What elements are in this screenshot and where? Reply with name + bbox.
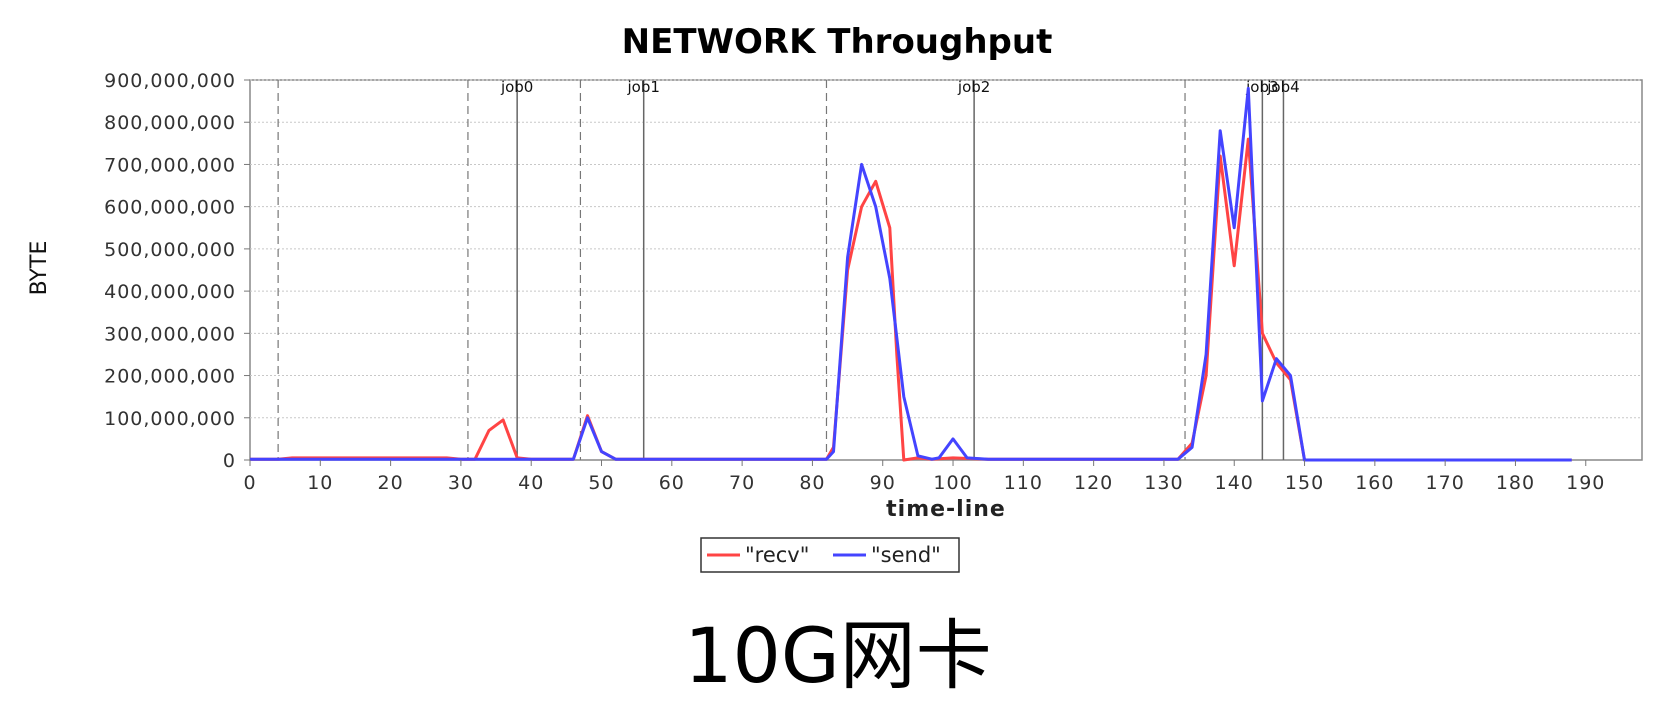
x-tick-label: 50: [588, 472, 614, 494]
job-marker-label: job3: [1245, 78, 1278, 96]
x-tick-label: 60: [659, 472, 685, 494]
x-tick-label: 90: [870, 472, 896, 494]
x-tick-label: 40: [518, 472, 544, 494]
legend-box: [700, 537, 960, 573]
y-tick-label: 0: [223, 450, 236, 472]
job-marker-label: job1: [626, 78, 659, 96]
x-tick-label: 10: [307, 472, 333, 494]
x-tick-label: 140: [1215, 472, 1254, 494]
legend: "recv" "send": [700, 537, 960, 573]
x-tick-label: 20: [378, 472, 404, 494]
y-tick-label: 400,000,000: [104, 281, 236, 303]
y-tick-label: 800,000,000: [104, 112, 236, 134]
y-tick-label: 100,000,000: [104, 408, 236, 430]
x-tick-label: 100: [933, 472, 972, 494]
x-tick-label: 110: [1004, 472, 1043, 494]
y-tick-label: 500,000,000: [104, 239, 236, 261]
chart-title: NETWORK Throughput: [622, 22, 1053, 62]
x-tick-labels: 0 10 20 30 40 50 60 70 80 90 100 110 120 130 140 150 160…: [243, 460, 1605, 494]
x-tick-label: 170: [1426, 472, 1465, 494]
x-tick-label: 0: [243, 472, 256, 494]
x-axis-label: time-line: [886, 497, 1006, 522]
job-marker-label: job0: [500, 78, 533, 96]
grid-lines: [250, 79, 1642, 419]
y-tick-label: 300,000,000: [104, 323, 236, 345]
y-tick-label: 900,000,000: [104, 70, 236, 92]
x-tick-label: 80: [799, 472, 825, 494]
x-tick-label: 130: [1144, 472, 1183, 494]
x-tick-label: 150: [1285, 472, 1324, 494]
x-tick-label: 190: [1566, 472, 1605, 494]
y-tick-label: 700,000,000: [104, 154, 236, 176]
legend-label-recv: "recv": [745, 543, 809, 567]
series-line-send: [250, 86, 1572, 462]
series-lines: [250, 86, 1572, 462]
x-tick-label: 70: [729, 472, 755, 494]
x-tick-label: 30: [448, 472, 474, 494]
y-tick-labels: 0 100,000,000 200,000,000 300,000,000 400,00…: [104, 70, 250, 472]
plot-area: [249, 79, 1643, 461]
y-tick-label: 600,000,000: [104, 197, 236, 219]
y-axis-label: BYTE: [27, 241, 52, 296]
job-marker-label: job2: [957, 78, 990, 96]
y-tick-label: 200,000,000: [104, 366, 236, 388]
x-tick-label: 160: [1355, 472, 1394, 494]
x-tick-label: 180: [1496, 472, 1535, 494]
legend-label-send: "send": [871, 543, 941, 567]
x-tick-label: 120: [1074, 472, 1113, 494]
job-marker-label: job4: [1266, 78, 1299, 96]
caption: 10G网卡: [684, 611, 992, 700]
series-line-recv: [250, 137, 1572, 462]
network-throughput-chart: NETWORK Throughput job0 job1 job2 job3job4 …: [27, 22, 1643, 573]
